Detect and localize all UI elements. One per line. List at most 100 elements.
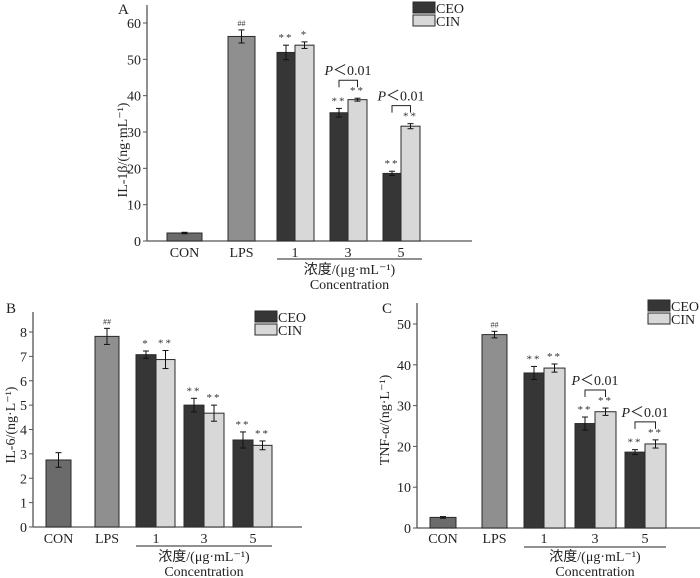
bar-ceo — [183, 404, 205, 528]
y-tick-label: 30 — [127, 126, 141, 141]
legend-label: CEO — [436, 2, 464, 17]
y-tick-label: 40 — [397, 359, 411, 374]
bar-ceo — [523, 372, 545, 529]
bar-cin — [543, 367, 566, 529]
bar-cin — [252, 444, 273, 528]
significance-hash: ## — [238, 19, 246, 28]
y-tick-label: 20 — [127, 162, 141, 177]
p-value-annotation: P＜0.01 — [376, 90, 424, 105]
bar-con — [429, 516, 457, 529]
y-tick-label: 10 — [127, 199, 141, 214]
x-category-label: 5 — [398, 246, 405, 261]
y-tick-label: 0 — [20, 521, 27, 536]
bar-lps — [227, 35, 256, 242]
bar-con — [45, 459, 72, 528]
significance-star: ** — [403, 111, 418, 123]
y-tick-label: 60 — [127, 17, 141, 32]
y-tick-label: 2 — [20, 472, 27, 487]
significance-bracket — [391, 105, 411, 113]
significance-star: ** — [385, 158, 400, 170]
bar-ceo — [574, 423, 596, 529]
x-category-label: 1 — [541, 532, 548, 547]
panel-letter: B — [6, 301, 16, 317]
bar-cin — [644, 443, 667, 529]
y-tick-label: 3 — [20, 448, 27, 463]
bar-ceo — [382, 172, 402, 242]
bar-cin — [347, 99, 368, 242]
significance-star: ** — [255, 428, 270, 440]
legend-swatch-cin — [412, 14, 436, 27]
y-tick-label: 4 — [20, 424, 27, 439]
significance-star: ** — [598, 395, 613, 407]
legend-label: CEO — [671, 300, 699, 315]
bar-ceo — [624, 451, 646, 529]
x-category-label: CON — [170, 246, 200, 261]
y-tick-label: 5 — [20, 399, 27, 414]
x-axis-title-cn: 浓度/(μg·mL⁻¹) — [549, 549, 641, 565]
bar-cin — [203, 412, 225, 528]
significance-star: ** — [236, 419, 251, 431]
significance-bracket — [634, 421, 656, 429]
x-axis-title-cn: 浓度/(μg·mL⁻¹) — [304, 262, 396, 278]
legend-swatch-ceo — [647, 299, 671, 312]
bar-lps — [481, 334, 508, 529]
y-tick-label: 50 — [397, 318, 411, 333]
significance-star: ** — [187, 385, 202, 397]
significance-star: ** — [648, 427, 663, 439]
legend-label: CIN — [278, 324, 302, 339]
legend-label: CIN — [436, 15, 460, 30]
x-axis-title-en: Concentration — [310, 278, 389, 293]
significance-star: ** — [279, 32, 294, 44]
legend-swatch-cin — [647, 312, 671, 325]
y-tick-label: 20 — [397, 440, 411, 455]
x-axis-title-cn: 浓度/(μg·mL⁻¹) — [158, 549, 250, 565]
x-category-label: LPS — [229, 246, 253, 261]
significance-star: ** — [578, 404, 593, 416]
panel-letter: C — [382, 301, 392, 317]
y-axis-label: TNF-α/(ng·L⁻¹) — [378, 374, 393, 465]
y-tick-label: 10 — [397, 481, 411, 496]
p-value-annotation: P＜0.01 — [570, 374, 618, 389]
x-category-label: 1 — [292, 246, 299, 261]
bar-lps — [94, 335, 120, 528]
bar-ceo — [329, 112, 349, 242]
x-category-label: LPS — [95, 532, 119, 547]
y-axis-label: IL-1β/(ng·mL⁻¹) — [116, 102, 131, 197]
significance-star: ** — [547, 351, 562, 363]
significance-star: * — [301, 29, 309, 41]
x-category-label: 3 — [345, 246, 352, 261]
significance-bracket — [338, 79, 358, 88]
significance-bracket — [584, 389, 606, 398]
significance-hash: ## — [103, 317, 111, 326]
significance-star: ** — [350, 85, 365, 97]
bar-cin — [155, 359, 176, 528]
legend-swatch-ceo — [412, 1, 436, 14]
y-tick-label: 6 — [20, 375, 27, 390]
legend-swatch-ceo — [254, 310, 278, 323]
p-value-annotation: P＜0.01 — [323, 64, 371, 79]
y-tick-label: 30 — [397, 400, 411, 415]
x-category-label: 5 — [642, 532, 649, 547]
bar-ceo — [232, 439, 254, 528]
x-category-label: 3 — [201, 532, 208, 547]
y-tick-label: 0 — [404, 522, 411, 537]
y-tick-label: 50 — [127, 53, 141, 68]
bar-cin — [294, 44, 315, 242]
x-category-label: 3 — [592, 532, 599, 547]
significance-star: ** — [628, 437, 643, 449]
bar-cin — [400, 125, 421, 242]
legend-label: CEO — [278, 311, 306, 326]
legend-label: CIN — [671, 313, 695, 328]
x-category-label: 1 — [153, 532, 160, 547]
x-category-label: LPS — [482, 532, 506, 547]
y-tick-label: 40 — [127, 90, 141, 105]
bar-ceo — [276, 51, 296, 242]
significance-star: ** — [158, 338, 173, 350]
panel-c: C 0 10 20 30 40 50 TNF-α/(ng·L⁻¹) CON ## LPS ** ** 1 *… — [378, 299, 700, 578]
significance-star: * — [142, 338, 150, 350]
